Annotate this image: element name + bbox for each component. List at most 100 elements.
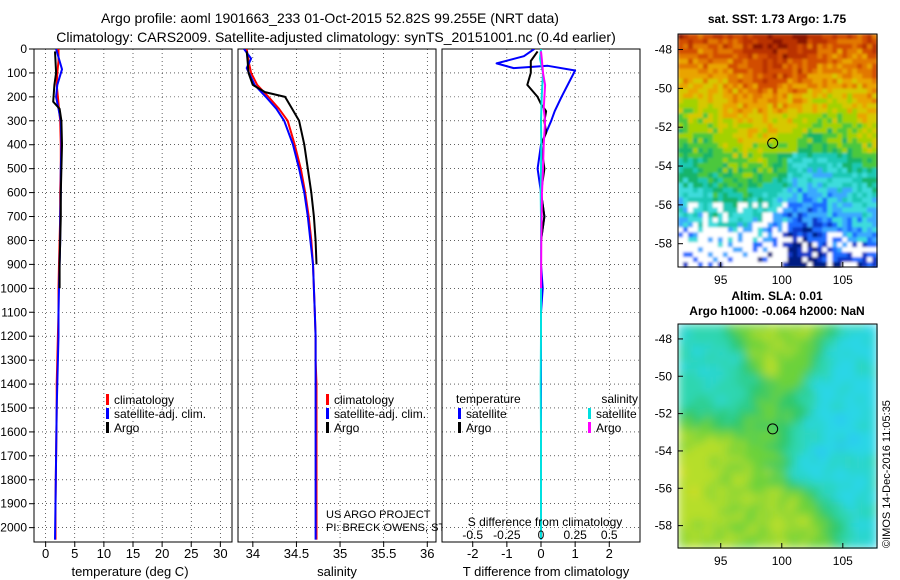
s-tick-label: 0.5: [601, 528, 618, 542]
map-cell: [691, 396, 699, 404]
map-cell: [682, 262, 689, 268]
map-cell: [727, 98, 734, 105]
map-cell: [707, 162, 714, 169]
map-cell: [742, 123, 749, 129]
map-cell: [757, 222, 764, 228]
map-cell: [810, 521, 818, 529]
map-cell: [772, 68, 779, 75]
map-cell: [777, 182, 784, 189]
map-cell: [782, 187, 789, 194]
map-cell: [717, 389, 726, 398]
map-cell: [832, 252, 838, 258]
map-cell: [827, 93, 833, 100]
map-cell: [867, 152, 873, 159]
map-cell: [678, 58, 684, 65]
map-cell: [850, 429, 858, 437]
map-cell: [712, 152, 719, 159]
map-cell: [707, 63, 714, 70]
map-cell: [807, 257, 813, 263]
map-cell: [802, 63, 808, 70]
map-cell: [697, 356, 706, 365]
map-cell: [762, 262, 769, 268]
map-cell: [827, 58, 833, 65]
map-cell: [762, 53, 769, 60]
map-cell: [712, 202, 719, 209]
map-cell: [777, 356, 785, 365]
map-cell: [782, 53, 789, 60]
map-cell: [797, 148, 803, 154]
map-cell: [870, 528, 878, 536]
map-cell: [687, 257, 694, 263]
map-cell: [762, 197, 769, 204]
map-cell: [772, 162, 779, 169]
map-cell: [697, 138, 704, 144]
map-cell: [697, 247, 704, 253]
map-cell: [787, 182, 794, 189]
map-cell: [697, 521, 706, 529]
map-cell: [724, 501, 732, 510]
map-cell: [863, 356, 871, 365]
map-cell: [744, 363, 752, 371]
map-cell: [687, 108, 694, 114]
map-cell: [757, 442, 765, 450]
map-cell: [810, 376, 818, 384]
map-cell: [742, 103, 749, 109]
map-cell: [704, 422, 712, 431]
map-cell: [737, 108, 744, 114]
map-cell: [842, 232, 848, 238]
map-cell: [704, 429, 712, 437]
map-cell: [843, 501, 852, 510]
map-cell: [692, 167, 699, 174]
map-cell: [737, 212, 744, 219]
map-cell: [727, 93, 734, 100]
map-cell: [784, 449, 792, 457]
map-cell: [697, 324, 706, 332]
map-cell: [772, 43, 779, 50]
map-cell: [692, 138, 699, 144]
legend-label-t-satellite: satellite: [466, 407, 507, 421]
map-cell: [682, 252, 689, 258]
map-cell: [852, 113, 858, 119]
map-cell: [817, 242, 823, 248]
map-cell: [807, 202, 813, 209]
map-cell: [802, 108, 808, 114]
map-cell: [752, 217, 759, 223]
map-cell: [870, 370, 878, 378]
map-cell: [847, 202, 853, 209]
map-cell: [790, 389, 798, 398]
map-cell: [707, 257, 714, 263]
map-cell: [867, 103, 873, 109]
map-cell: [827, 138, 833, 144]
legend-swatch-satellite: [106, 408, 109, 419]
map-cell: [797, 212, 803, 219]
map-cell: [692, 48, 699, 55]
map-cell: [810, 488, 818, 496]
map-cell: [782, 123, 789, 129]
map-cell: [692, 192, 699, 199]
map-cell: [832, 34, 838, 40]
map-cell: [790, 541, 798, 549]
map-cell: [837, 207, 843, 214]
lat-tick-label: -52: [655, 120, 673, 134]
map-cell: [792, 262, 798, 268]
map-cell: [842, 237, 848, 243]
map-cell: [724, 389, 732, 398]
map-cell: [747, 157, 754, 164]
map-cell: [867, 138, 873, 144]
map-cell: [807, 252, 813, 258]
map-cell: [784, 422, 792, 431]
map-cell: [762, 232, 769, 238]
map-cell: [692, 143, 699, 149]
map-cell: [731, 356, 739, 365]
map-cell: [678, 197, 684, 204]
map-cell: [767, 222, 774, 228]
map-cell: [722, 212, 729, 219]
map-cell: [684, 324, 692, 332]
map-cell: [737, 422, 745, 431]
map-cell: [732, 93, 739, 100]
x-tick-label: 15: [126, 546, 140, 561]
map-cell: [767, 123, 774, 129]
map-cell: [862, 73, 868, 80]
map-cell: [764, 521, 772, 529]
map-cell: [822, 98, 828, 105]
